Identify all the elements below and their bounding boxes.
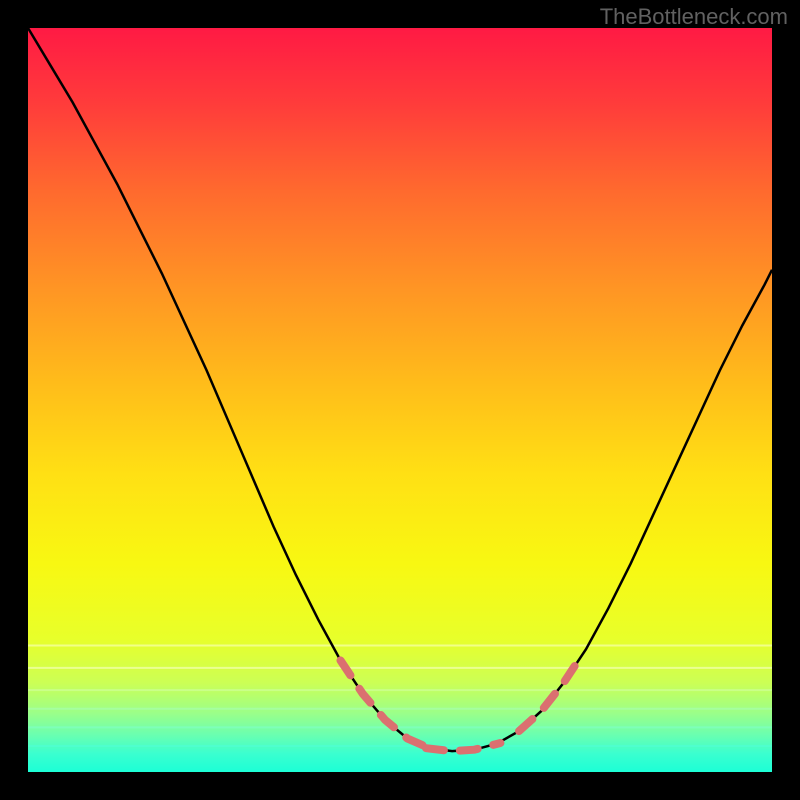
watermark-text: TheBottleneck.com [600, 4, 788, 30]
bottleneck-chart [28, 28, 772, 772]
chart-background [28, 28, 772, 772]
